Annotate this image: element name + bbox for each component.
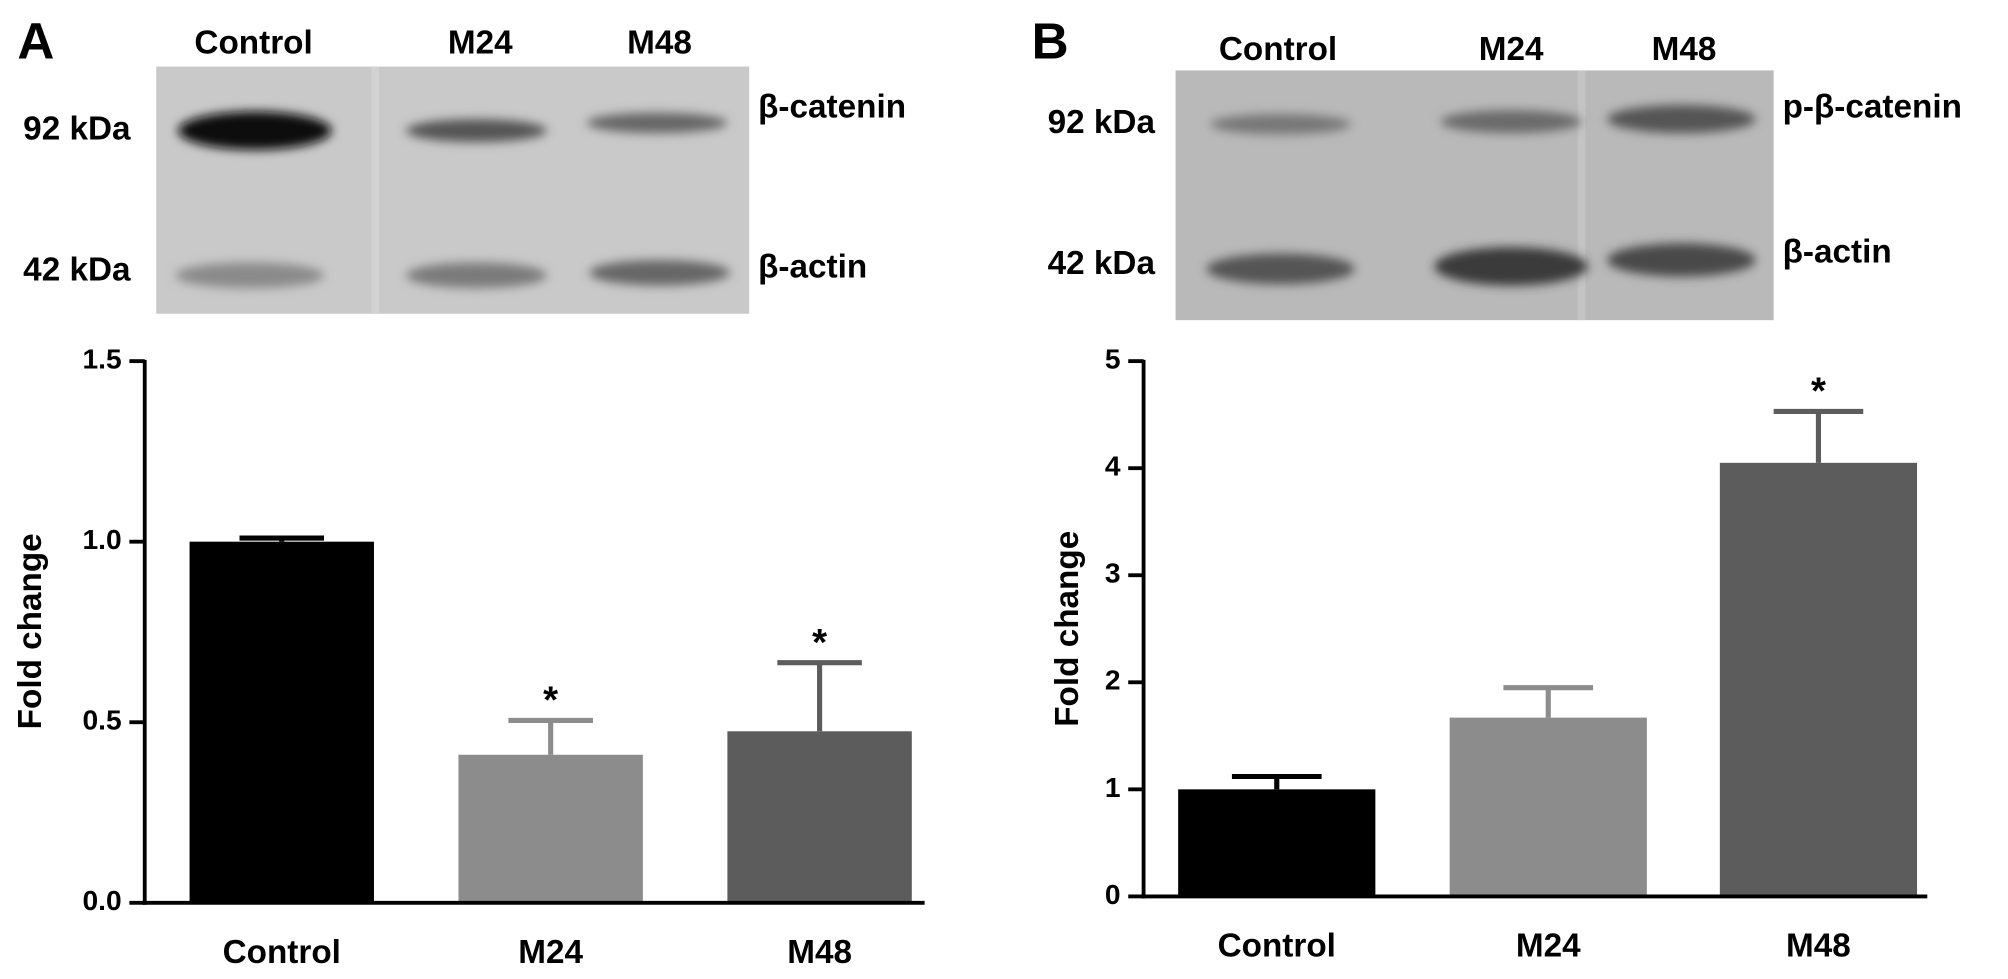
blot-image (156, 66, 750, 314)
lane-label: M24 (1479, 31, 1544, 68)
y-tick-label: 5 (1105, 343, 1121, 375)
y-axis-label: Fold change (12, 533, 49, 729)
error-bar (239, 535, 325, 542)
lane-label: M48 (627, 25, 692, 62)
y-tick-label: 0 (1105, 878, 1121, 910)
marker-label: 42 kDa (23, 251, 131, 288)
marker-label: 42 kDa (1048, 245, 1156, 282)
x-tick-label: M24 (518, 934, 583, 971)
marker-label: 92 kDa (23, 110, 131, 147)
y-axis-label: Fold change (1049, 531, 1086, 727)
x-tick-label: M48 (1786, 927, 1851, 964)
error-bar (1503, 685, 1594, 718)
error-bar (777, 660, 862, 732)
protein-label: β-catenin (758, 89, 906, 126)
y-tick-label: 0.5 (83, 704, 122, 736)
y-tick-label: 1.0 (83, 523, 122, 555)
lane-label: M24 (448, 25, 513, 62)
blot-image (1175, 70, 1774, 321)
significance-mark: * (543, 679, 558, 722)
lane-label: Control (1219, 31, 1337, 68)
error-bar (1231, 773, 1322, 790)
significance-mark: * (812, 621, 827, 664)
lane-label: M48 (1652, 31, 1717, 68)
x-tick-label: Control (1218, 927, 1336, 964)
bar (458, 754, 643, 903)
y-tick-label: 1.5 (83, 343, 122, 375)
bar (1449, 717, 1647, 897)
protein-label: p-β-catenin (1783, 89, 1962, 126)
panel-label: B (1032, 12, 1069, 69)
bar (1178, 789, 1376, 897)
y-tick-label: 0.0 (83, 884, 122, 916)
marker-label: 92 kDa (1048, 104, 1156, 141)
bar (189, 541, 374, 903)
x-tick-label: M24 (1516, 927, 1581, 964)
y-tick-label: 1 (1105, 771, 1121, 803)
bar (727, 731, 912, 903)
error-bar (508, 717, 593, 755)
x-tick-label: Control (223, 934, 341, 971)
y-tick-label: 2 (1105, 664, 1121, 696)
error-bar (1773, 408, 1864, 463)
y-tick-label: 3 (1105, 557, 1121, 589)
y-tick-label: 4 (1105, 450, 1121, 482)
lane-label: Control (194, 25, 312, 62)
protein-label: β-actin (1783, 233, 1892, 270)
significance-mark: * (1811, 370, 1826, 413)
bar (1719, 462, 1918, 897)
x-tick-label: M48 (787, 934, 852, 971)
protein-label: β-actin (758, 249, 867, 286)
panel-label: A (17, 12, 54, 69)
